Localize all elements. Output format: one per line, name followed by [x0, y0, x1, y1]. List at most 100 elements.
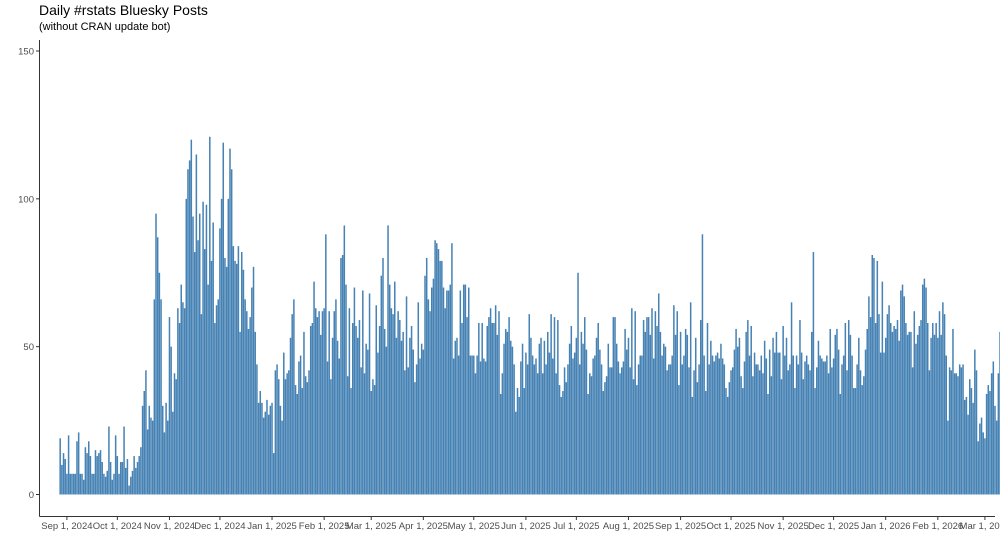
- y-axis-ticks: 0 50 100 150: [18, 47, 40, 501]
- bar: [357, 337, 359, 495]
- bar: [810, 331, 813, 495]
- bar: [153, 299, 156, 495]
- bar: [624, 328, 626, 495]
- bar: [644, 331, 647, 495]
- bar: [760, 355, 763, 495]
- bar: [427, 299, 430, 495]
- bar: [910, 331, 912, 495]
- bar: [716, 352, 719, 495]
- bar: [884, 337, 887, 495]
- bar: [76, 441, 78, 495]
- bar: [589, 373, 591, 495]
- bar: [747, 320, 749, 495]
- bar: [802, 379, 805, 495]
- bar: [575, 337, 578, 495]
- y-tick-label: 0: [29, 490, 34, 501]
- bar: [969, 379, 971, 495]
- bar: [824, 361, 826, 495]
- bar: [198, 213, 201, 495]
- bar: [948, 367, 951, 495]
- bar: [471, 355, 473, 495]
- bar: [533, 364, 536, 495]
- bar: [160, 299, 162, 495]
- bar: [81, 473, 83, 495]
- bar: [451, 243, 453, 495]
- bar: [758, 370, 761, 495]
- bar: [612, 317, 615, 495]
- bar: [212, 222, 214, 495]
- bar: [204, 249, 206, 495]
- bar: [869, 317, 872, 495]
- bar: [683, 355, 685, 495]
- x-tick-label: Jul 1, 2025: [553, 521, 599, 532]
- bar: [476, 355, 478, 495]
- bar: [355, 325, 357, 495]
- bar: [792, 355, 794, 495]
- bar: [256, 364, 258, 495]
- bar: [311, 323, 314, 495]
- bar: [425, 257, 428, 495]
- bar: [205, 204, 208, 495]
- bar: [555, 373, 557, 495]
- bar: [130, 476, 132, 495]
- bar: [995, 420, 998, 495]
- bar: [301, 388, 304, 495]
- bar: [523, 388, 525, 495]
- bar: [767, 393, 769, 495]
- bar: [412, 349, 415, 495]
- bar: [567, 364, 569, 495]
- bar: [373, 385, 376, 495]
- bar: [101, 461, 103, 495]
- bar: [953, 373, 956, 495]
- bar: [738, 337, 741, 495]
- bar: [649, 334, 652, 495]
- bar: [541, 373, 544, 495]
- bar: [715, 355, 717, 495]
- bar: [313, 281, 315, 495]
- bar: [992, 361, 995, 495]
- bar: [538, 343, 541, 495]
- bar: [368, 293, 371, 495]
- bar: [846, 370, 848, 495]
- bar: [789, 364, 791, 495]
- bar: [871, 255, 874, 495]
- bar: [943, 314, 946, 495]
- bar: [777, 352, 779, 495]
- bar: [210, 260, 213, 495]
- bar: [288, 370, 290, 495]
- bar: [895, 328, 897, 495]
- bar: [326, 361, 329, 495]
- bar: [703, 355, 705, 495]
- bar: [419, 358, 421, 495]
- bar: [671, 355, 673, 495]
- x-axis-ticks: Sep 1, 2024 Oct 1, 2024 Nov 1, 2024 Dec 1, …: [41, 516, 1000, 532]
- bar: [348, 308, 351, 495]
- bar: [367, 349, 369, 495]
- bar: [473, 355, 475, 495]
- bar: [861, 385, 863, 495]
- bar: [452, 358, 455, 495]
- bar: [271, 402, 273, 495]
- bar: [873, 257, 875, 495]
- bar: [668, 364, 670, 495]
- bar: [447, 290, 450, 495]
- bar: [837, 349, 840, 495]
- bar: [963, 399, 966, 495]
- bar: [605, 376, 608, 495]
- bar: [123, 426, 125, 495]
- bar: [597, 323, 599, 495]
- bar: [91, 473, 93, 495]
- bar: [688, 367, 690, 495]
- bar: [165, 402, 167, 495]
- bar: [762, 373, 764, 495]
- bar: [863, 376, 865, 495]
- bar: [659, 331, 662, 495]
- bar: [960, 367, 963, 495]
- bar: [99, 450, 102, 495]
- bar: [684, 328, 687, 495]
- bar: [276, 364, 278, 495]
- bar: [972, 402, 974, 495]
- bar: [252, 266, 255, 495]
- bar: [61, 464, 63, 495]
